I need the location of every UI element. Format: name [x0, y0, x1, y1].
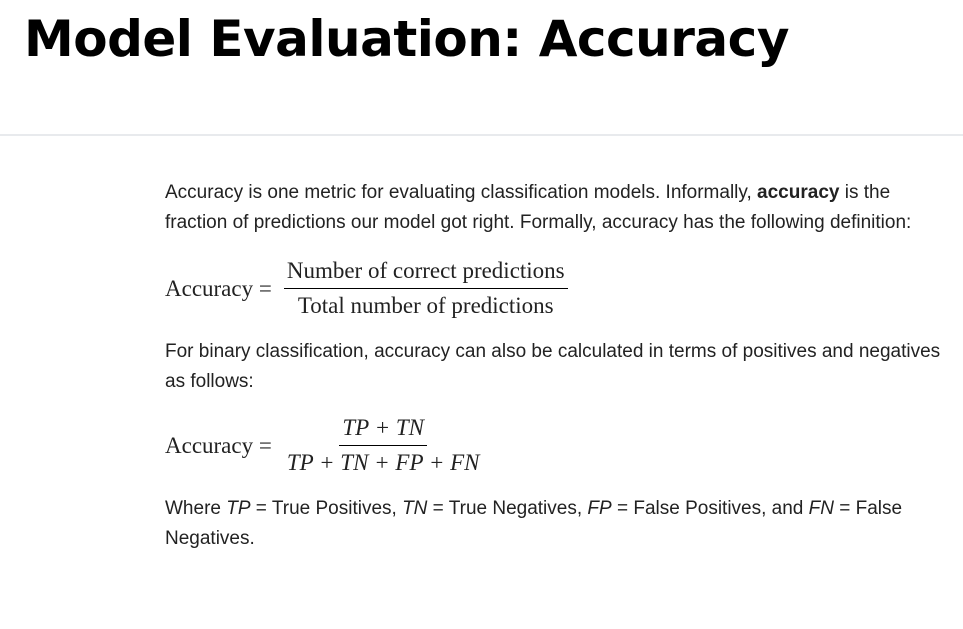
text: Where: [165, 498, 227, 519]
binary-accuracy-formula: Accuracy = TP + TN TP + TN + FP + FN: [165, 413, 945, 478]
text: Accuracy is one metric for evaluating cl…: [165, 182, 758, 203]
formula-lhs: Accuracy =: [165, 432, 272, 458]
text: = False Positives, and: [611, 498, 809, 519]
denominator: Total number of predictions: [297, 293, 554, 318]
page-header: Model Evaluation: Accuracy: [0, 0, 963, 136]
text: = False Negatives.: [165, 498, 903, 549]
fn-term: FN: [808, 498, 834, 519]
text: = True Negatives,: [427, 498, 588, 519]
definitions-paragraph: Where TP = True Positives, TN = True Neg…: [165, 494, 945, 554]
accuracy-formula: Accuracy = Number of correct predictions…: [165, 256, 945, 321]
intro-paragraph: Accuracy is one metric for evaluating cl…: [165, 178, 945, 238]
numerator: TP + TN: [339, 413, 427, 446]
text: is the fraction of predictions our model…: [165, 182, 912, 233]
article-content: Accuracy is one metric for evaluating cl…: [165, 178, 945, 554]
numerator: Number of correct predictions: [283, 256, 568, 289]
tn-term: TN: [402, 498, 428, 519]
accuracy-term: accuracy: [757, 182, 840, 203]
tp-term: TP: [226, 498, 251, 519]
fp-term: FP: [587, 498, 612, 519]
formula-lhs: Accuracy =: [165, 275, 272, 301]
page-title: Model Evaluation: Accuracy: [24, 10, 789, 68]
text: = True Positives,: [250, 498, 403, 519]
denominator: TP + TN + FP + FN: [286, 450, 480, 475]
binary-paragraph: For binary classification, accuracy can …: [165, 341, 941, 392]
